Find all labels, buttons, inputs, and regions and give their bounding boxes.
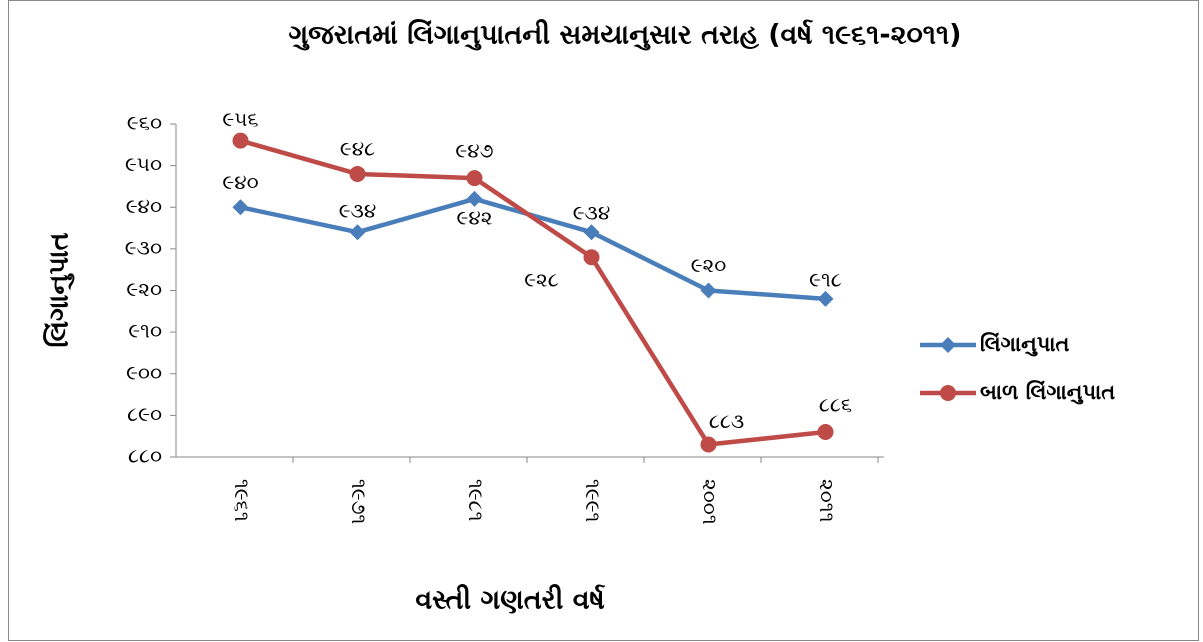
point bbox=[583, 249, 600, 266]
x-axis-title: વસ્તી ગણતરી વર્ષ bbox=[415, 585, 605, 616]
legend-marker bbox=[940, 385, 956, 401]
x-tick-label: ૨૦૧૧ bbox=[815, 479, 839, 522]
data-label: ૯૫૬ bbox=[222, 107, 258, 131]
y-tick-label: ૯૩૦ bbox=[125, 235, 162, 259]
data-label: ૯૨૮ bbox=[524, 268, 559, 292]
point bbox=[349, 165, 366, 182]
series-line bbox=[239, 138, 826, 447]
x-tick-label: ૧૯૬૧ bbox=[230, 479, 254, 522]
data-label: ૯૩૪ bbox=[573, 201, 611, 225]
point bbox=[232, 132, 249, 149]
point bbox=[817, 290, 834, 307]
data-label: ૮૮૩ bbox=[709, 409, 744, 433]
point bbox=[232, 199, 249, 216]
legend-label: લિંગાનુપાત bbox=[980, 332, 1070, 357]
y-tick-label: ૯૫૦ bbox=[125, 152, 162, 176]
x-tick-label: ૧૯૮૧ bbox=[464, 479, 488, 521]
point bbox=[466, 170, 483, 187]
y-tick-label: ૯૪૦ bbox=[126, 194, 162, 218]
y-axis-title: લિંગાનુપાત bbox=[44, 232, 75, 347]
legend-marker bbox=[940, 337, 956, 353]
x-tick-label: ૨૦૦૧ bbox=[698, 479, 722, 525]
y-tick-label: ૮૮૦ bbox=[128, 444, 162, 468]
point bbox=[583, 224, 600, 241]
point bbox=[700, 282, 717, 299]
y-tick-label: ૮૯૦ bbox=[127, 402, 162, 426]
data-label: ૯૩૪ bbox=[339, 199, 377, 223]
data-label: ૯૨૦ bbox=[691, 253, 727, 277]
point bbox=[349, 224, 366, 241]
point bbox=[700, 436, 717, 453]
data-label: ૮૮૬ bbox=[819, 393, 852, 417]
legend-label: બાળ લિંગાનુપાત bbox=[980, 380, 1115, 405]
data-label: ૯૪૮ bbox=[340, 136, 375, 160]
data-label: ૯૪૦ bbox=[222, 170, 258, 194]
x-tick-label: ૧૯૭૧ bbox=[347, 479, 371, 524]
data-label: ૯૧૮ bbox=[809, 267, 842, 291]
chart-title: ગુજરાતમાં લિંગાનુપાતની સમયાનુસાર તરાહ (વ… bbox=[288, 20, 961, 51]
point bbox=[466, 190, 483, 207]
data-label: ૯૪૨ bbox=[457, 205, 493, 229]
point bbox=[817, 424, 834, 441]
chart-border bbox=[8, 0, 1199, 641]
data-label: ૯૪૭ bbox=[455, 139, 493, 163]
x-tick-label: ૧૯૯૧ bbox=[581, 479, 605, 522]
y-tick-label: ૯૬૦ bbox=[127, 111, 162, 135]
y-tick-label: ૯૦૦ bbox=[126, 360, 162, 384]
y-tick-label: ૯૨૦ bbox=[126, 277, 162, 301]
y-tick-label: ૯૧૦ bbox=[128, 319, 162, 343]
